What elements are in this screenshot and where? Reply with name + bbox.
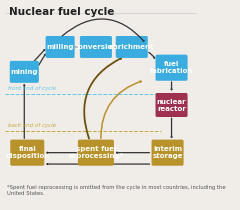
Text: front end of cycle: front end of cycle [8, 86, 56, 91]
Text: spent fuel
reprocessing*: spent fuel reprocessing* [68, 146, 124, 159]
Text: enrichment: enrichment [109, 44, 155, 50]
Text: fuel
fabrication: fuel fabrication [150, 61, 193, 74]
FancyBboxPatch shape [156, 55, 188, 81]
FancyBboxPatch shape [116, 36, 148, 58]
FancyBboxPatch shape [10, 140, 44, 166]
FancyBboxPatch shape [151, 140, 184, 166]
FancyBboxPatch shape [80, 36, 112, 58]
FancyBboxPatch shape [46, 36, 75, 58]
Text: milling: milling [46, 44, 74, 50]
Text: interim
storage: interim storage [152, 146, 183, 159]
Text: mining: mining [11, 69, 38, 75]
Text: *Spent fuel reprocessing is omitted from the cycle in most countries, including : *Spent fuel reprocessing is omitted from… [7, 185, 226, 196]
Text: final
disposition: final disposition [5, 146, 49, 159]
Text: Nuclear fuel cycle: Nuclear fuel cycle [9, 7, 115, 17]
FancyBboxPatch shape [156, 93, 188, 117]
FancyBboxPatch shape [10, 61, 39, 83]
Text: nuclear
reactor: nuclear reactor [157, 98, 186, 112]
Text: conversion: conversion [74, 44, 118, 50]
Text: back end of cycle: back end of cycle [8, 123, 56, 128]
FancyBboxPatch shape [78, 140, 114, 166]
